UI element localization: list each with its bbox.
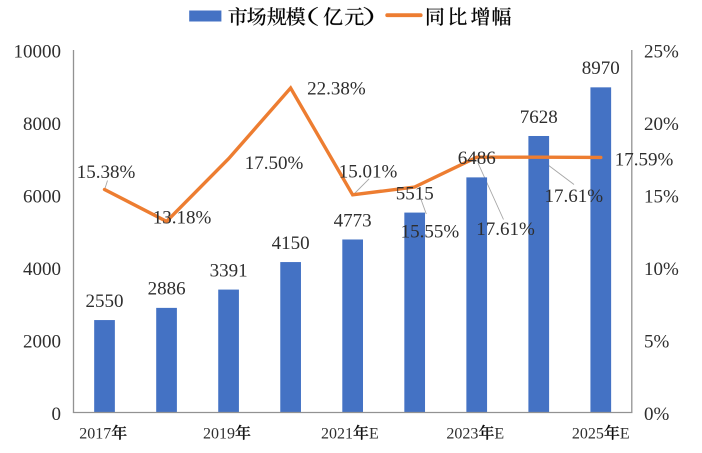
svg-text:2025: 2025 <box>572 426 604 443</box>
svg-text:4773: 4773 <box>334 210 372 231</box>
svg-text:0: 0 <box>52 404 62 425</box>
svg-text:17.50%: 17.50% <box>245 153 304 174</box>
svg-text:8000: 8000 <box>23 114 61 135</box>
svg-text:8970: 8970 <box>582 58 620 79</box>
svg-text:4000: 4000 <box>23 259 61 280</box>
svg-text:E: E <box>369 426 379 443</box>
svg-text:15.55%: 15.55% <box>401 222 460 243</box>
svg-text:2550: 2550 <box>86 291 124 312</box>
svg-text:5%: 5% <box>644 331 670 352</box>
svg-text:6486: 6486 <box>458 148 496 169</box>
svg-text:22.38%: 22.38% <box>307 79 366 100</box>
svg-text:20%: 20% <box>644 114 679 135</box>
svg-text:6000: 6000 <box>23 186 61 207</box>
svg-text:7628: 7628 <box>520 107 558 128</box>
svg-text:15%: 15% <box>644 186 679 207</box>
svg-text:4150: 4150 <box>272 233 310 254</box>
svg-text:2017: 2017 <box>79 426 111 443</box>
svg-text:3391: 3391 <box>210 260 248 281</box>
svg-text:17.59%: 17.59% <box>615 150 674 171</box>
svg-text:13.18%: 13.18% <box>153 208 212 229</box>
svg-text:2021: 2021 <box>321 426 353 443</box>
svg-text:25%: 25% <box>644 41 679 62</box>
svg-text:17.61%: 17.61% <box>476 219 535 240</box>
svg-text:15.01%: 15.01% <box>339 162 398 183</box>
svg-text:2023: 2023 <box>446 426 478 443</box>
svg-text:2019: 2019 <box>203 426 235 443</box>
svg-text:2886: 2886 <box>148 279 186 300</box>
svg-text:15.38%: 15.38% <box>77 162 136 183</box>
svg-text:17.61%: 17.61% <box>545 186 604 207</box>
svg-text:E: E <box>620 426 630 443</box>
svg-text:2000: 2000 <box>23 331 61 352</box>
svg-text:0%: 0% <box>644 404 670 425</box>
svg-text:E: E <box>494 426 504 443</box>
svg-text:10000: 10000 <box>14 41 62 62</box>
svg-text:5515: 5515 <box>396 183 434 204</box>
svg-text:10%: 10% <box>644 259 679 280</box>
